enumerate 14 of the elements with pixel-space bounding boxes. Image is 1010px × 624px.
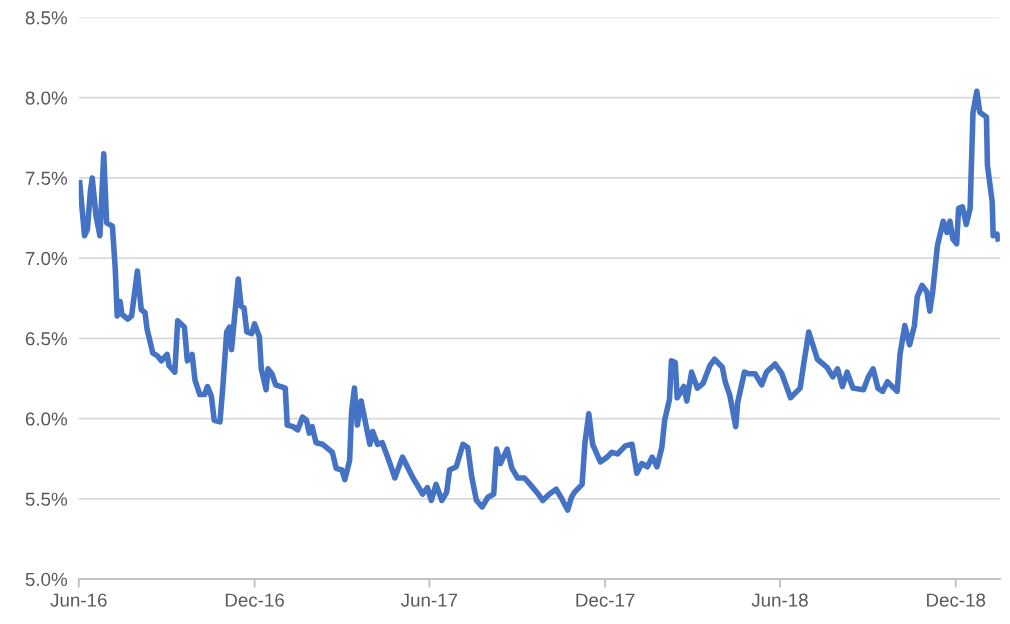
- y-tick-label: 6.0%: [25, 412, 67, 426]
- x-tick-label: Dec-16: [225, 593, 284, 607]
- y-tick-label: 7.5%: [25, 171, 67, 185]
- y-tick-label: 5.0%: [25, 572, 67, 587]
- y-tick-label: 7.0%: [25, 251, 67, 266]
- y-tick-label: 8.0%: [25, 91, 67, 105]
- x-tick-label: Dec-18: [927, 593, 986, 607]
- x-tick-label: Jun-17: [400, 593, 458, 607]
- y-tick-label: 5.5%: [25, 492, 67, 506]
- x-tick-label: Jun-16: [50, 593, 107, 607]
- x-tick-label: Dec-17: [576, 593, 635, 607]
- y-tick-label: 6.5%: [25, 332, 67, 346]
- x-tick-label: Jun-18: [751, 593, 808, 607]
- y-tick-label: 8.5%: [25, 11, 67, 25]
